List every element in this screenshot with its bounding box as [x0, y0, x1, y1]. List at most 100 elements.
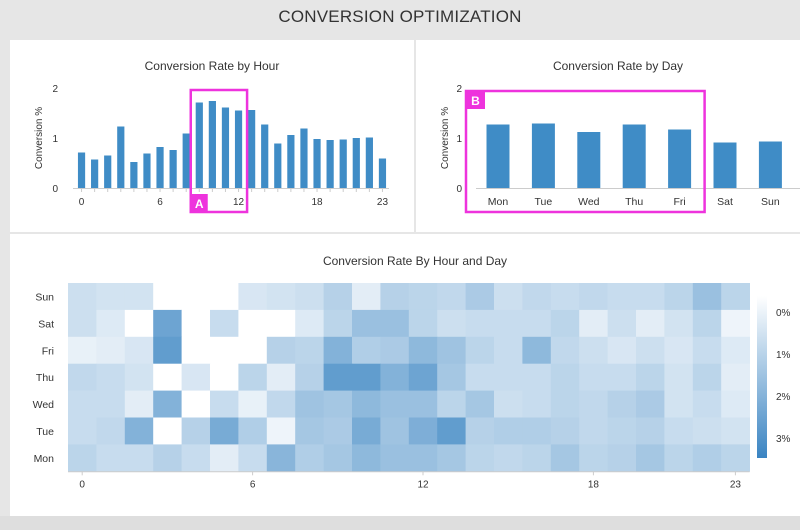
heat-cell-sat-11 [380, 309, 410, 338]
heat-cell-wed-9 [323, 390, 353, 418]
heatmap-panel: Conversion Rate By Hour and Day Sun Sat Fri… [10, 234, 800, 516]
heat-cell-sun-8 [295, 283, 324, 311]
heat-cell-sun-20 [636, 283, 665, 311]
heat-cell-sun-10 [352, 283, 381, 311]
heat-cell-fri-19 [607, 336, 637, 365]
heat-cell-thu-3 [153, 363, 182, 391]
panel-divider [10, 232, 800, 234]
heat-cell-sat-14 [465, 309, 495, 338]
heat-cell-mon-21 [664, 444, 694, 472]
heat-cell-sun-15 [494, 283, 523, 311]
heat-cell-thu-18 [579, 363, 608, 391]
heat-cell-mon-13 [437, 444, 466, 472]
heat-cell-fri-3 [153, 336, 182, 365]
heat-cell-sun-17 [550, 283, 580, 311]
heat-cell-tue-6 [238, 417, 268, 445]
heat-cell-fri-0 [68, 336, 97, 365]
heat-cell-sun-5 [210, 283, 239, 311]
heat-cell-thu-5 [210, 363, 239, 391]
heat-cell-wed-20 [636, 390, 665, 418]
heat-cell-thu-6 [238, 363, 268, 391]
heat-cell-wed-19 [607, 390, 637, 418]
bar-hour-15 [274, 143, 282, 188]
heat-cell-mon-2 [124, 444, 154, 472]
x-tick-label: Thu [625, 196, 643, 208]
bar-tue [531, 123, 555, 188]
heat-cell-mon-3 [153, 444, 182, 472]
bar-hour-7 [169, 150, 177, 188]
x-tick-label: 0 [79, 479, 85, 490]
legend-tick-label: 3% [776, 434, 791, 445]
x-tick-label: Tue [535, 196, 553, 208]
bar-hour-18 [313, 139, 321, 188]
bar-hour-2 [104, 155, 112, 188]
heat-cell-wed-17 [550, 390, 580, 418]
heat-cell-wed-0 [68, 390, 97, 418]
bar-hour-5 [143, 153, 151, 188]
heat-cell-tue-15 [494, 417, 523, 445]
heat-cell-fri-5 [210, 336, 239, 365]
heat-cell-tue-18 [579, 417, 608, 445]
heat-cell-thu-16 [522, 363, 552, 391]
heat-cell-fri-2 [124, 336, 154, 365]
heat-cell-tue-17 [550, 417, 580, 445]
heat-cell-sat-23 [721, 309, 750, 338]
heat-cell-sat-15 [494, 309, 523, 338]
x-tick-label: Mon [488, 196, 509, 208]
heat-cell-fri-22 [692, 336, 722, 365]
bar-hour-4 [130, 162, 138, 188]
heat-cell-sun-22 [692, 283, 722, 311]
heat-cell-fri-13 [437, 336, 466, 365]
heat-cell-sun-0 [68, 283, 97, 311]
heat-cell-fri-23 [721, 336, 750, 365]
y-tick-label: Mon [34, 453, 55, 465]
bar-hour-11 [221, 107, 230, 188]
bar-hour-14 [261, 124, 269, 188]
heat-cell-wed-11 [380, 390, 410, 418]
heat-cell-fri-10 [352, 336, 381, 365]
heat-cell-fri-6 [238, 336, 268, 365]
heat-cell-mon-17 [550, 444, 580, 472]
heat-cell-thu-19 [607, 363, 637, 391]
heat-cell-thu-12 [408, 363, 438, 391]
heat-cell-sat-21 [664, 309, 694, 338]
bar-wed [577, 132, 601, 188]
chart-title: Conversion Rate by Day [553, 59, 683, 73]
heat-cell-sun-16 [522, 283, 552, 311]
highlight-box-b [464, 89, 706, 214]
heat-cell-wed-16 [522, 390, 552, 418]
heat-cell-sat-16 [522, 309, 552, 338]
heat-cell-wed-4 [181, 390, 211, 418]
y-axis-label: Conversion % [34, 107, 45, 169]
bar-hour-10 [208, 101, 216, 188]
heat-cell-thu-22 [692, 363, 722, 391]
heat-cell-fri-4 [181, 336, 211, 365]
heat-cell-thu-20 [636, 363, 665, 391]
heat-cell-mon-4 [181, 444, 211, 472]
heat-cell-sun-2 [124, 283, 154, 311]
heat-cell-mon-7 [266, 444, 296, 472]
heat-cell-thu-8 [295, 363, 324, 391]
x-tick-label: 23 [377, 197, 389, 208]
heat-cell-sun-6 [238, 283, 268, 311]
bottom-strip [0, 516, 800, 530]
hour-day-heatmap: Conversion Rate By Hour and Day Sun Sat Fri… [33, 254, 791, 490]
bar-thu [622, 124, 646, 188]
heat-cell-fri-21 [664, 336, 694, 365]
bar-sun [758, 141, 782, 188]
bar-mon [486, 124, 510, 188]
heat-cell-thu-11 [380, 363, 410, 391]
heat-cell-thu-9 [323, 363, 353, 391]
heat-cell-wed-14 [465, 390, 495, 418]
bar-hour-0 [77, 152, 86, 188]
bar-hour-19 [326, 140, 334, 188]
heat-cell-fri-1 [96, 336, 126, 365]
heat-cell-sat-22 [692, 309, 722, 338]
heat-cell-tue-0 [68, 417, 97, 445]
heat-cell-fri-7 [266, 336, 296, 365]
heat-cell-tue-20 [636, 417, 665, 445]
heat-cell-sun-13 [437, 283, 466, 311]
heat-cell-wed-18 [579, 390, 608, 418]
x-tick-label: Sat [717, 196, 733, 208]
heat-cell-tue-10 [352, 417, 381, 445]
